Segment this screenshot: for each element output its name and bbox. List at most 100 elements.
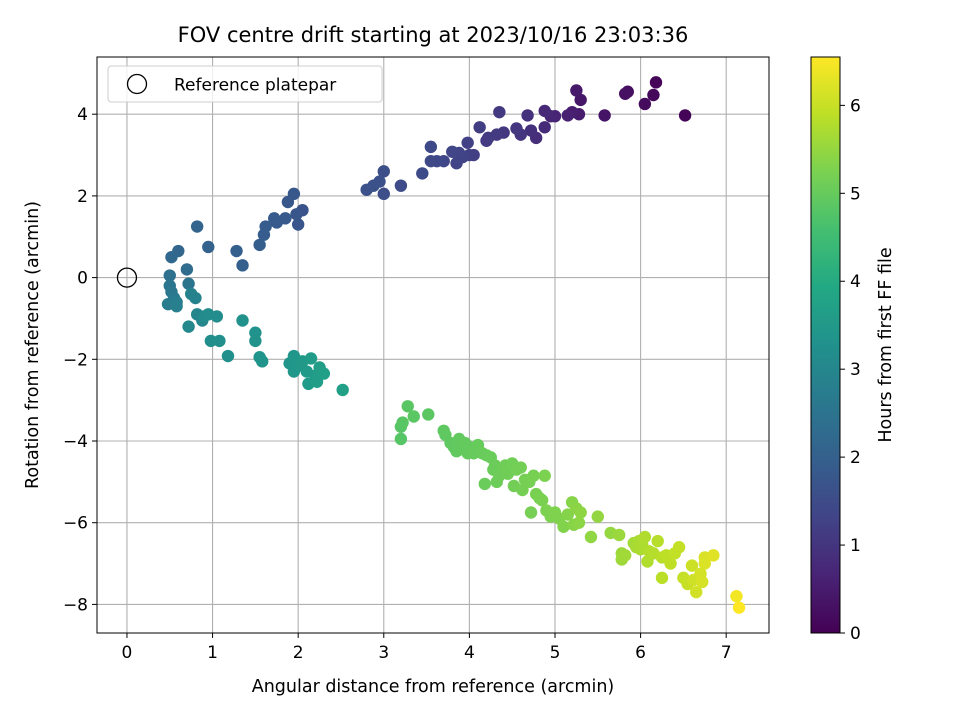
- data-point: [360, 183, 373, 196]
- data-point: [424, 154, 438, 168]
- data-point: [210, 310, 224, 323]
- data-point: [450, 157, 463, 170]
- data-point: [473, 121, 486, 134]
- data-point: [649, 76, 663, 89]
- data-point: [249, 334, 262, 348]
- colorbar-tick-label: 4: [850, 272, 861, 292]
- data-point: [221, 349, 235, 363]
- data-points: [116, 76, 746, 614]
- data-point: [163, 269, 176, 282]
- data-point: [538, 104, 551, 118]
- colorbar: 0 1 2 3 4 5 6 Hours from first FF file: [810, 56, 896, 644]
- data-point: [638, 97, 652, 111]
- grid-lines: [97, 57, 769, 633]
- data-point: [281, 195, 295, 209]
- data-point: [572, 516, 586, 529]
- data-point: [647, 88, 660, 102]
- x-tick-label: 6: [635, 643, 646, 663]
- data-point: [182, 277, 195, 290]
- y-tick-label: −2: [63, 350, 88, 370]
- data-point: [664, 557, 677, 570]
- data-point: [584, 530, 598, 544]
- data-point: [336, 383, 349, 397]
- data-point: [256, 355, 269, 368]
- data-point: [407, 410, 420, 423]
- data-point: [730, 590, 743, 603]
- data-point: [291, 218, 305, 231]
- data-point: [538, 121, 551, 134]
- data-point: [570, 84, 583, 97]
- colorbar-label: Hours from first FF file: [876, 247, 896, 442]
- y-axis-ticks: −8 −6 −4 −2 0 2 4: [63, 105, 97, 615]
- data-point: [446, 145, 459, 158]
- data-point: [685, 559, 699, 572]
- data-point: [493, 105, 506, 119]
- data-point: [527, 469, 540, 482]
- data-point: [182, 320, 195, 333]
- reference-platepar-marker: [116, 267, 138, 288]
- x-tick-label: 2: [293, 643, 304, 663]
- legend-marker-reference: [126, 73, 148, 95]
- data-point: [561, 508, 575, 521]
- data-point: [394, 179, 408, 192]
- data-point: [696, 575, 709, 589]
- data-point: [377, 165, 390, 178]
- x-axis-ticks: 0 1 2 3 4 5 6 7: [122, 633, 732, 663]
- data-point: [618, 549, 632, 562]
- data-point: [257, 228, 271, 241]
- data-point: [698, 557, 711, 570]
- data-point: [678, 109, 692, 122]
- data-point: [524, 506, 538, 519]
- data-point: [165, 250, 178, 264]
- data-point: [514, 461, 527, 474]
- y-tick-label: −8: [63, 595, 88, 615]
- x-tick-label: 7: [721, 643, 732, 663]
- y-tick-label: −6: [63, 514, 88, 534]
- data-point: [310, 375, 324, 388]
- data-point: [591, 510, 604, 523]
- data-point: [422, 408, 435, 421]
- data-point: [574, 93, 587, 107]
- data-point: [394, 432, 408, 446]
- colorbar-tick-label: 1: [850, 536, 861, 556]
- data-point: [707, 549, 720, 562]
- y-axis-label: Rotation from reference (arcmin): [23, 201, 43, 489]
- data-point: [317, 367, 331, 380]
- data-point: [189, 291, 202, 305]
- data-point: [521, 109, 534, 122]
- data-point: [524, 124, 538, 137]
- data-point: [655, 571, 669, 585]
- y-tick-label: −4: [63, 432, 88, 452]
- data-point: [651, 534, 664, 548]
- data-point: [213, 334, 226, 348]
- data-point: [190, 220, 204, 233]
- data-point: [401, 400, 414, 413]
- data-point: [424, 140, 438, 154]
- legend-label-reference: Reference platepar: [174, 76, 336, 96]
- data-point: [561, 109, 575, 122]
- legend-box: [107, 65, 383, 103]
- data-point: [396, 416, 409, 429]
- x-tick-label: 0: [122, 643, 133, 663]
- data-point: [535, 494, 549, 507]
- data-point: [304, 352, 318, 365]
- data-point: [461, 136, 474, 149]
- data-point: [672, 541, 686, 554]
- data-point: [236, 314, 249, 327]
- plot-area: 0 1 2 3 4 5 6 7 −8 −6 −4 −2 0 2 4: [63, 56, 770, 663]
- data-point: [290, 208, 303, 221]
- data-point: [268, 212, 281, 225]
- data-point: [690, 585, 703, 599]
- data-point: [480, 134, 493, 147]
- colorbar-tick-label: 3: [850, 360, 861, 380]
- colorbar-tick-label: 6: [850, 96, 861, 116]
- plot-frame: [96, 56, 770, 634]
- data-point: [377, 187, 390, 201]
- data-point: [488, 459, 502, 472]
- data-point: [202, 240, 215, 254]
- colorbar-tick-label: 0: [850, 624, 861, 644]
- y-tick-label: 4: [77, 105, 88, 125]
- x-tick-label: 3: [378, 643, 389, 663]
- data-point: [510, 122, 523, 135]
